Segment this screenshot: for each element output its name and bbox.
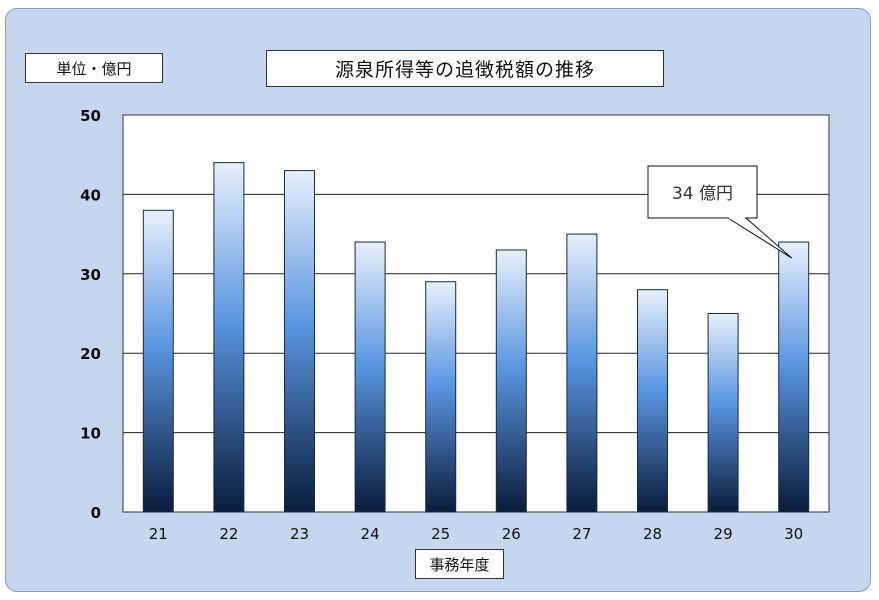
x-tick-label: 25 <box>431 525 450 543</box>
x-tick-label: 26 <box>502 525 521 543</box>
y-tick-label: 10 <box>80 425 101 443</box>
bar <box>284 170 315 513</box>
x-tick-label: 30 <box>784 525 803 543</box>
bar <box>637 289 668 513</box>
x-tick-label: 28 <box>643 525 662 543</box>
chart-title: 源泉所得等の追徴税額の推移 <box>266 50 664 87</box>
x-tick-label: 21 <box>149 525 168 543</box>
x-tick-label: 29 <box>714 525 733 543</box>
bar <box>354 241 386 513</box>
bar <box>707 313 739 513</box>
bar <box>142 209 174 513</box>
y-tick-label: 40 <box>80 186 101 204</box>
callout-box <box>647 165 758 219</box>
bar <box>213 162 245 513</box>
y-tick-label: 0 <box>91 504 101 522</box>
x-tick-label: 24 <box>361 525 380 543</box>
y-tick-label: 20 <box>80 345 101 363</box>
x-tick-label: 22 <box>219 525 238 543</box>
callout-text: 34 億円 <box>672 184 733 204</box>
x-axis-label: 事務年度 <box>415 549 504 579</box>
x-tick-label: 23 <box>290 525 309 543</box>
unit-label: 単位・億円 <box>25 53 163 83</box>
bar <box>425 281 457 513</box>
y-tick-label: 50 <box>80 107 101 125</box>
y-tick-label: 30 <box>80 266 101 284</box>
x-tick-label: 27 <box>572 525 591 543</box>
bar <box>778 241 810 513</box>
bar <box>495 249 527 513</box>
bar <box>566 233 598 513</box>
